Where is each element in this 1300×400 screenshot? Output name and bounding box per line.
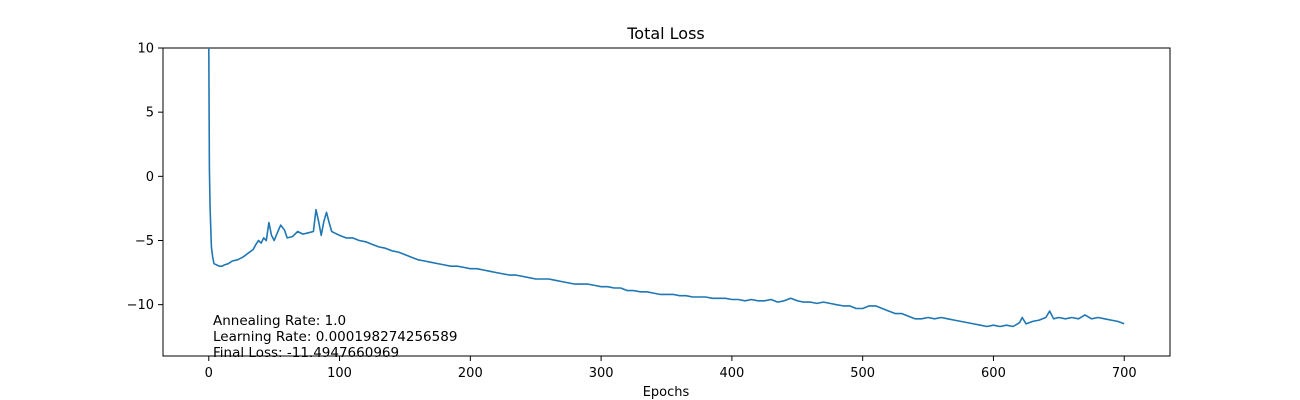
x-tick-label: 600	[981, 366, 1006, 381]
loss-line	[208, 47, 1125, 328]
y-tick-label: 0	[146, 170, 154, 185]
x-tick-label: 300	[589, 366, 614, 381]
x-tick-label: 400	[719, 366, 744, 381]
x-tick-label: 0	[205, 366, 213, 381]
annotation-annealing-rate: Annealing Rate: 1.0	[213, 313, 346, 329]
annotation-block: Annealing Rate: 1.0 Learning Rate: 0.000…	[213, 313, 457, 361]
x-axis-ticks: 0 100 200 300 400 500 600 700	[205, 356, 1137, 381]
y-tick-label: 5	[146, 106, 154, 121]
y-tick-label: −10	[127, 298, 154, 313]
y-tick-label: 10	[137, 42, 154, 57]
chart-title: Total Loss	[626, 24, 705, 43]
annotation-learning-rate: Learning Rate: 0.000198274256589	[213, 329, 457, 345]
plot-area-frame	[162, 47, 1171, 357]
annotation-final-loss: Final Loss: -11.4947660969	[213, 345, 399, 361]
x-axis-label: Epochs	[643, 385, 690, 400]
x-tick-label: 200	[458, 366, 483, 381]
x-tick-label: 100	[327, 366, 352, 381]
y-axis-ticks: 10 5 0 −5 −10	[127, 42, 163, 313]
y-tick-label: −5	[135, 234, 154, 249]
x-tick-label: 500	[850, 366, 875, 381]
x-tick-label: 700	[1112, 366, 1137, 381]
